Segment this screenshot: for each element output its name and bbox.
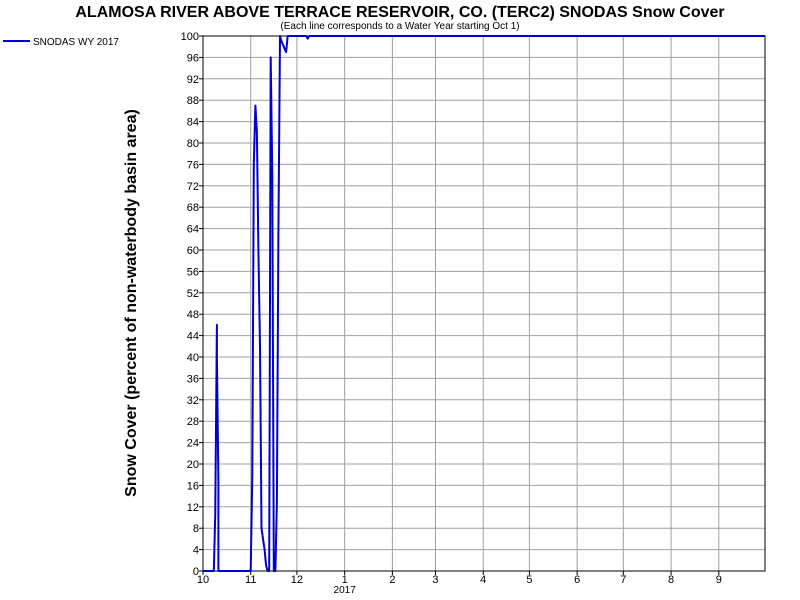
data-point	[274, 570, 276, 572]
y-axis-label: Snow Cover (percent of non-waterbody bas…	[123, 109, 140, 497]
y-tick-label: 72	[187, 181, 199, 193]
data-point	[273, 570, 275, 572]
y-tick-label: 4	[193, 545, 199, 557]
y-tick-label: 32	[187, 395, 199, 407]
x-tick-label: 1	[342, 574, 348, 586]
y-tick-label: 28	[187, 416, 199, 428]
data-point	[276, 500, 278, 502]
y-tick-label: 68	[187, 202, 199, 214]
data-point	[254, 105, 256, 107]
y-tick-label: 96	[187, 52, 199, 64]
y-tick-label: 80	[187, 138, 199, 150]
data-point	[214, 511, 216, 513]
data-point	[280, 40, 283, 43]
data-point	[259, 345, 261, 347]
data-point	[764, 35, 766, 37]
y-tick-label: 20	[187, 459, 199, 471]
data-point	[279, 35, 281, 37]
x-tick-label: 10	[197, 574, 209, 586]
series-group	[202, 35, 766, 572]
y-tick-label: 12	[187, 502, 199, 514]
y-tick-label: 92	[187, 74, 199, 86]
y-tick-label: 76	[187, 159, 199, 171]
data-point	[217, 570, 219, 572]
x-tick-label: 11	[245, 574, 256, 586]
y-tick-label: 16	[187, 480, 199, 492]
y-tick-label: 64	[187, 224, 199, 236]
x-tick-label: 7	[620, 574, 626, 586]
data-point	[268, 570, 270, 572]
data-point	[251, 474, 253, 476]
x-tick-label: 4	[480, 574, 486, 586]
data-point	[250, 570, 252, 572]
data-point	[213, 570, 215, 572]
y-tick-label: 8	[193, 523, 199, 535]
data-point	[267, 570, 269, 572]
data-point	[264, 549, 266, 551]
data-point	[287, 35, 289, 37]
legend-label: SNODAS WY 2017	[33, 37, 119, 48]
data-point	[271, 174, 273, 176]
y-tick-label: 56	[187, 266, 199, 278]
data-point	[216, 324, 218, 326]
series-lines	[202, 35, 766, 572]
x-tick-label: 9	[716, 574, 722, 586]
data-point	[260, 527, 263, 529]
y-tick-label: 88	[187, 95, 199, 107]
x-tick-label: 12	[291, 574, 303, 586]
y-tick-label: 48	[187, 309, 199, 321]
series-line	[203, 35, 765, 572]
y-tick-label: 52	[187, 288, 199, 300]
data-point	[265, 565, 267, 567]
data-point	[305, 35, 307, 37]
data-point	[277, 233, 279, 235]
data-point	[216, 356, 218, 358]
x-year-label: 2017	[334, 585, 357, 596]
chart-title: ALAMOSA RIVER ABOVE TERRACE RESERVOIR, C…	[75, 4, 724, 21]
data-point	[253, 163, 255, 165]
data-point	[308, 35, 310, 37]
y-tick-label: 44	[187, 331, 199, 343]
y-tick-label: 60	[187, 245, 199, 257]
data-point	[219, 570, 221, 572]
data-point	[262, 538, 264, 540]
y-tick-label: 0	[193, 566, 199, 578]
y-tick-label: 84	[187, 117, 199, 129]
chart-subtitle: (Each line corresponds to a Water Year s…	[280, 21, 519, 32]
y-tick-label: 36	[187, 373, 199, 385]
y-tick-label: 40	[187, 352, 199, 364]
x-tick-label: 3	[432, 574, 438, 586]
grid-lines	[203, 36, 765, 571]
y-tick-label: 24	[187, 438, 199, 450]
data-point	[214, 506, 216, 508]
data-point	[270, 56, 272, 59]
data-point	[217, 479, 219, 481]
axis-ticks: 0481216202428323640444852566064687276808…	[181, 31, 722, 596]
data-point	[202, 570, 204, 572]
y-tick-label: 100	[181, 31, 199, 43]
legend: SNODAS WY 2017	[3, 37, 119, 48]
x-tick-label: 2	[389, 574, 395, 586]
data-point	[257, 249, 259, 251]
data-point	[256, 131, 258, 133]
data-point	[285, 51, 287, 53]
x-tick-label: 6	[574, 574, 580, 586]
x-tick-label: 5	[526, 574, 532, 586]
x-tick-label: 8	[668, 574, 674, 586]
data-point	[307, 38, 309, 40]
